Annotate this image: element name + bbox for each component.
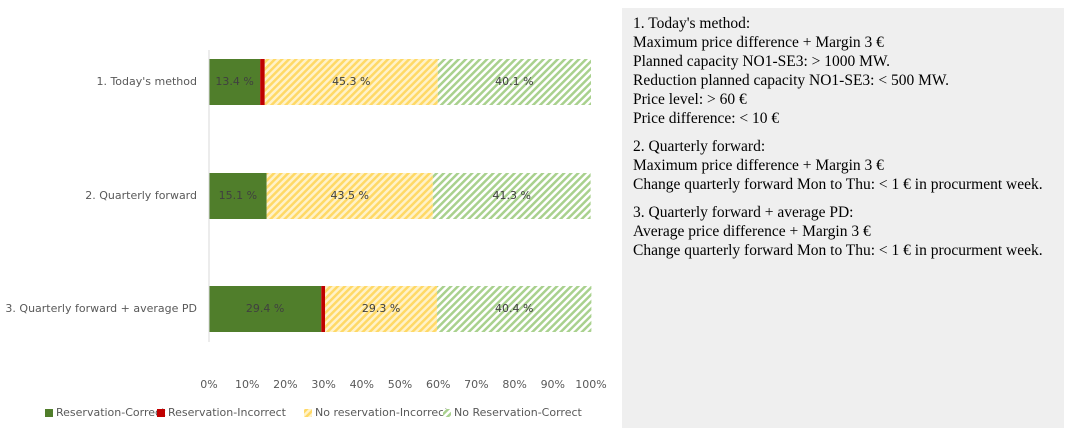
bar-segment — [209, 59, 261, 105]
x-tick-label: 80% — [502, 378, 526, 391]
data-label: 29.3 % — [362, 302, 400, 315]
bar-segment — [325, 286, 438, 332]
y-tick-label: 1. Today's method — [96, 75, 197, 88]
bar-segment — [321, 286, 326, 332]
legend-swatch — [443, 409, 451, 417]
legend-label: No Reservation-Correct — [454, 406, 583, 419]
panel-line: 3. Quarterly forward + average PD: — [633, 204, 854, 221]
panel-line: Average price difference + Margin 3 € — [633, 223, 871, 240]
panel-line: Change quarterly forward Mon to Thu: < 1… — [633, 242, 1043, 259]
legend-label: Reservation-Correct — [56, 406, 166, 419]
x-tick-label: 0% — [200, 378, 217, 391]
panel-section: 1. Today's method: Maximum price differen… — [633, 14, 1054, 128]
data-label: 43.5 % — [331, 189, 369, 202]
bar-segment — [437, 59, 591, 105]
panel-line: Price difference: < 10 € — [633, 110, 780, 127]
data-label: 15.1 % — [219, 189, 257, 202]
panel-line: Maximum price difference + Margin 3 € — [633, 34, 884, 51]
x-tick-label: 10% — [235, 378, 259, 391]
bar-segment — [264, 59, 438, 105]
legend-swatch — [45, 409, 53, 417]
panel-line: 1. Today's method: — [633, 15, 751, 32]
x-tick-label: 60% — [426, 378, 450, 391]
x-tick-label: 50% — [388, 378, 412, 391]
panel-line: Planned capacity NO1-SE3: > 1000 MW. — [633, 53, 890, 70]
data-label: 40.1 % — [495, 75, 533, 88]
data-label: 41.3 % — [493, 189, 531, 202]
data-label: 29.4 % — [246, 302, 284, 315]
description-panel: 1. Today's method: Maximum price differen… — [622, 8, 1064, 428]
panel-line: Change quarterly forward Mon to Thu: < 1… — [633, 176, 1043, 193]
legend-swatch — [157, 409, 165, 417]
legend-swatch — [304, 409, 312, 417]
data-label: 45.3 % — [332, 75, 370, 88]
panel-section: 2. Quarterly forward: Maximum price diffe… — [633, 137, 1054, 194]
x-tick-label: 90% — [541, 378, 565, 391]
panel-line: Maximum price difference + Margin 3 € — [633, 157, 884, 174]
data-label: 40.4 % — [495, 302, 533, 315]
x-tick-label: 30% — [311, 378, 335, 391]
x-tick-label: 70% — [464, 378, 488, 391]
chart: 0% 10% 20% 30% 40% 50% 60% 70% 80% 90% 100% 1. Toda… — [5, 50, 607, 419]
bar-segment — [260, 59, 265, 105]
bar-segment — [432, 173, 591, 219]
x-tick-label: 20% — [273, 378, 297, 391]
legend-label: Reservation-Incorrect — [168, 406, 287, 419]
legend-label: No reservation-Incorrect — [315, 406, 449, 419]
y-tick-label: 2. Quarterly forward — [85, 189, 197, 202]
panel-section: 3. Quarterly forward + average PD: Averag… — [633, 203, 1054, 260]
x-tick-label: 100% — [575, 378, 606, 391]
data-label: 13.4 % — [215, 75, 253, 88]
bar-segment — [437, 286, 592, 332]
bar-segment — [266, 173, 433, 219]
panel-line: 2. Quarterly forward: — [633, 138, 766, 155]
panel-line: Price level: > 60 € — [633, 91, 747, 108]
bar-segment — [209, 173, 267, 219]
x-tick-label: 40% — [350, 378, 374, 391]
y-tick-label: 3. Quarterly forward + average PD — [5, 302, 197, 315]
bar-segment — [209, 286, 322, 332]
panel-line: Reduction planned capacity NO1-SE3: < 50… — [633, 72, 949, 89]
